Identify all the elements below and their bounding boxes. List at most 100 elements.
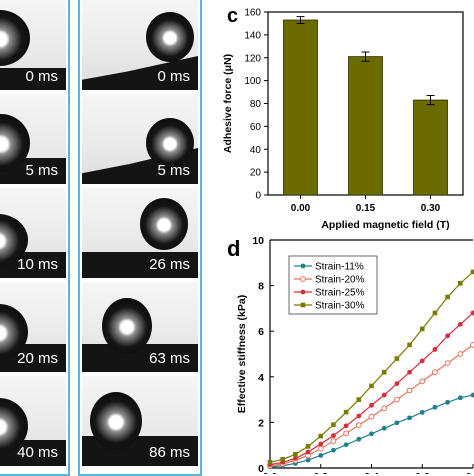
y-tick-label: 40 [250,145,262,156]
data-point [318,433,324,439]
data-point [381,405,388,412]
data-point [445,333,451,339]
data-point [470,392,474,398]
x-tick-label: 0.30 [421,203,441,214]
legend-marker [300,276,306,282]
data-point [343,442,349,448]
series [267,269,474,465]
data-point [368,413,375,420]
data-point [280,457,285,462]
legend-marker [300,289,306,295]
data-point [393,396,400,403]
data-point [369,431,374,437]
x-tick-label: 0.6 [415,471,430,474]
time-label: 20 ms [17,350,58,367]
y-tick-label: 120 [244,53,261,64]
data-point [317,445,324,452]
legend-label: Strain-11% [315,262,364,273]
data-point [432,404,438,410]
data-point [445,399,451,405]
time-label: 26 ms [149,256,190,273]
data-point [394,420,400,426]
data-point [381,392,387,398]
data-point [432,369,438,376]
data-point [331,422,336,427]
data-point [432,310,438,316]
y-tick-label: 100 [244,76,261,87]
data-point [394,356,400,361]
data-point [343,430,350,437]
legend-label: Strain-20% [315,275,365,286]
data-point [267,460,273,465]
y-tick-label: 0 [255,191,261,202]
legend: Strain-11% Strain-20% Strain-25% Strain-30% [288,255,378,315]
data-point [457,351,464,357]
data-point [407,342,412,348]
data-point [407,369,412,375]
axes: 0 20 40 60 80 100 120 140 160 [244,8,464,202]
y-tick-label: 0 [258,463,264,474]
panel-d-letter: d [227,236,240,261]
y-tick-label: 60 [250,122,262,133]
y-tick-label: 160 [244,8,261,19]
frame-tile: 5 ms [0,94,66,184]
substrate [82,252,198,278]
bar [348,56,383,196]
frame-tile: 0 ms [0,0,66,90]
legend-marker [300,302,306,308]
x-tick-label: 0.15 [356,203,376,214]
y-tick-label: 140 [244,30,261,41]
data-point [355,422,362,429]
data-point [305,444,311,449]
y-tick-label: 8 [258,281,264,293]
data-point [343,409,349,415]
data-point [293,452,298,457]
adhesive-force-bar-chart: 0 20 40 60 80 100 120 140 160 0.00 0.15 0.30 Applied… [222,5,464,231]
data-point [419,378,426,385]
time-label: 40 ms [17,444,58,461]
y-tick-label: 80 [250,99,262,110]
panel-c-letter: c [227,5,238,27]
x-tick-label: 0.00 [291,203,311,214]
data-point [331,433,336,439]
y-axis-label: Adhesive force (μN) [222,54,234,153]
legend-label: Strain-30% [315,301,365,312]
time-label: 10 ms [17,256,58,273]
y-tick-label: 6 [258,326,264,338]
bar [283,19,318,196]
time-label: 0 ms [157,68,190,85]
effective-stiffness-line-chart: 0 2 4 6 8 10 0.0 0.2 0.4 0.6 0.8 Strain-11% Strain-2… [227,235,474,474]
bar [413,99,448,196]
data-point [457,395,463,401]
droplet [90,392,142,450]
x-tick-label: 0.2 [313,471,328,474]
frame-tile: 10 ms [0,188,66,278]
substrate [0,68,66,90]
data-point [419,326,425,332]
frame-tile: 5 ms [82,94,198,184]
data-point [381,425,387,431]
droplet [146,12,194,62]
data-point [330,438,337,444]
frame-tile: 0 ms [82,0,198,90]
y-tick-label: 2 [258,417,264,429]
y-tick-label: 4 [258,372,264,384]
frame-tile: 63 ms [82,282,198,372]
data-point [318,441,324,447]
time-label: 86 ms [149,444,190,461]
data-point [445,294,450,300]
x-tick-label: 0.4 [364,471,379,474]
time-label: 5 ms [157,162,190,179]
droplet [102,298,152,354]
series-line [269,312,474,466]
data-point [394,381,400,387]
data-point [356,397,362,402]
data-point [419,409,425,415]
data-point [432,347,438,352]
x-tick-label: 0.8 [466,471,474,474]
data-point [331,447,336,453]
data-point [305,449,311,455]
legend-label: Strain-25% [315,288,365,299]
data-point [444,360,451,367]
data-point [292,456,298,461]
